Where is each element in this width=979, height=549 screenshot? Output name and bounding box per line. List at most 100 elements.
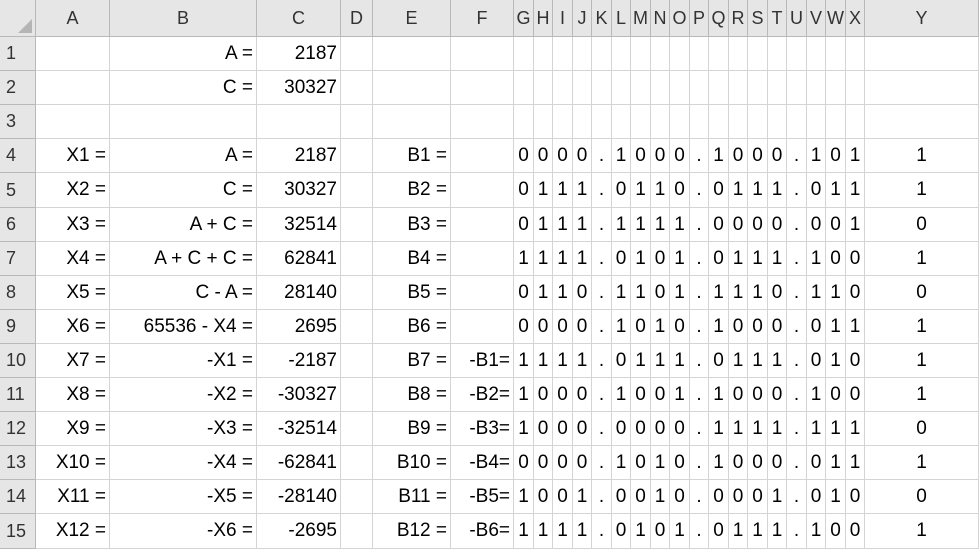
cell-o15[interactable]: 1	[670, 514, 690, 549]
cell-g4[interactable]: 0	[514, 139, 534, 173]
cell-y10[interactable]: 1	[865, 344, 979, 378]
cell-w11[interactable]: 0	[826, 378, 846, 412]
row-header-9[interactable]: 9	[0, 310, 36, 344]
cell-u6[interactable]: .	[787, 208, 807, 242]
cell-f10[interactable]: -B1=	[451, 344, 514, 378]
cell-r1[interactable]	[729, 37, 748, 71]
cell-g12[interactable]: 1	[514, 412, 534, 446]
cell-v15[interactable]: 1	[807, 514, 826, 549]
cell-c3[interactable]	[257, 105, 341, 139]
cell-i6[interactable]: 1	[553, 208, 573, 242]
cell-g11[interactable]: 1	[514, 378, 534, 412]
cell-d14[interactable]	[341, 480, 373, 514]
cell-s5[interactable]: 1	[748, 173, 768, 208]
cell-d3[interactable]	[341, 105, 373, 139]
cell-s11[interactable]: 0	[748, 378, 768, 412]
cell-n15[interactable]: 0	[651, 514, 670, 549]
cell-b2[interactable]: C =	[110, 71, 257, 105]
cell-m5[interactable]: 1	[631, 173, 651, 208]
cell-j4[interactable]: 0	[573, 139, 592, 173]
cell-l6[interactable]: 1	[612, 208, 631, 242]
cell-e13[interactable]: B10 =	[373, 446, 451, 480]
cell-l13[interactable]: 1	[612, 446, 631, 480]
cell-i7[interactable]: 1	[553, 242, 573, 276]
cell-a13[interactable]: X10 =	[36, 446, 110, 480]
cell-k3[interactable]	[592, 105, 612, 139]
cell-q6[interactable]: 0	[709, 208, 729, 242]
cell-c8[interactable]: 28140	[257, 276, 341, 310]
cell-p15[interactable]: .	[690, 514, 709, 549]
cell-m6[interactable]: 1	[631, 208, 651, 242]
cell-s6[interactable]: 0	[748, 208, 768, 242]
cell-n13[interactable]: 1	[651, 446, 670, 480]
cell-j9[interactable]: 0	[573, 310, 592, 344]
cell-w7[interactable]: 0	[826, 242, 846, 276]
cell-n4[interactable]: 0	[651, 139, 670, 173]
cell-b7[interactable]: A + C + C =	[110, 242, 257, 276]
cell-n1[interactable]	[651, 37, 670, 71]
cell-e5[interactable]: B2 =	[373, 173, 451, 208]
cell-x4[interactable]: 1	[846, 139, 865, 173]
cell-a7[interactable]: X4 =	[36, 242, 110, 276]
cell-y5[interactable]: 1	[865, 173, 979, 208]
cell-a4[interactable]: X1 =	[36, 139, 110, 173]
cell-l15[interactable]: 0	[612, 514, 631, 549]
cell-b1[interactable]: A =	[110, 37, 257, 71]
cell-e2[interactable]	[373, 71, 451, 105]
cell-p1[interactable]	[690, 37, 709, 71]
column-header-m[interactable]: M	[631, 0, 651, 37]
cell-v9[interactable]: 0	[807, 310, 826, 344]
cell-x8[interactable]: 0	[846, 276, 865, 310]
cell-j3[interactable]	[573, 105, 592, 139]
cell-l2[interactable]	[612, 71, 631, 105]
cell-i10[interactable]: 1	[553, 344, 573, 378]
cell-u8[interactable]: .	[787, 276, 807, 310]
cell-s10[interactable]: 1	[748, 344, 768, 378]
cell-s1[interactable]	[748, 37, 768, 71]
cell-s2[interactable]	[748, 71, 768, 105]
cell-u13[interactable]: .	[787, 446, 807, 480]
cell-f3[interactable]	[451, 105, 514, 139]
cell-t7[interactable]: 1	[768, 242, 787, 276]
cell-o9[interactable]: 0	[670, 310, 690, 344]
cell-e10[interactable]: B7 =	[373, 344, 451, 378]
cell-u9[interactable]: .	[787, 310, 807, 344]
cell-e12[interactable]: B9 =	[373, 412, 451, 446]
column-header-s[interactable]: S	[748, 0, 768, 37]
cell-s4[interactable]: 0	[748, 139, 768, 173]
cell-s13[interactable]: 0	[748, 446, 768, 480]
cell-w1[interactable]	[826, 37, 846, 71]
cell-a9[interactable]: X6 =	[36, 310, 110, 344]
cell-g1[interactable]	[514, 37, 534, 71]
cell-g8[interactable]: 0	[514, 276, 534, 310]
cell-v1[interactable]	[807, 37, 826, 71]
cell-w6[interactable]: 0	[826, 208, 846, 242]
cell-c14[interactable]: -28140	[257, 480, 341, 514]
cell-p9[interactable]: .	[690, 310, 709, 344]
cell-r3[interactable]	[729, 105, 748, 139]
row-header-10[interactable]: 10	[0, 344, 36, 378]
cell-s15[interactable]: 1	[748, 514, 768, 549]
cell-x12[interactable]: 1	[846, 412, 865, 446]
cell-q5[interactable]: 0	[709, 173, 729, 208]
cell-l4[interactable]: 1	[612, 139, 631, 173]
cell-m14[interactable]: 0	[631, 480, 651, 514]
cell-k7[interactable]: .	[592, 242, 612, 276]
cell-w4[interactable]: 0	[826, 139, 846, 173]
cell-o5[interactable]: 0	[670, 173, 690, 208]
cell-m9[interactable]: 0	[631, 310, 651, 344]
cell-r4[interactable]: 0	[729, 139, 748, 173]
cell-a5[interactable]: X2 =	[36, 173, 110, 208]
row-header-4[interactable]: 4	[0, 139, 36, 173]
cell-c15[interactable]: -2695	[257, 514, 341, 549]
cell-b9[interactable]: 65536 - X4 =	[110, 310, 257, 344]
cell-o8[interactable]: 1	[670, 276, 690, 310]
cell-w15[interactable]: 0	[826, 514, 846, 549]
row-header-8[interactable]: 8	[0, 276, 36, 310]
cell-h6[interactable]: 1	[534, 208, 553, 242]
cell-t2[interactable]	[768, 71, 787, 105]
cell-c4[interactable]: 2187	[257, 139, 341, 173]
column-header-o[interactable]: O	[670, 0, 690, 37]
cell-b15[interactable]: -X6 =	[110, 514, 257, 549]
cell-w5[interactable]: 1	[826, 173, 846, 208]
